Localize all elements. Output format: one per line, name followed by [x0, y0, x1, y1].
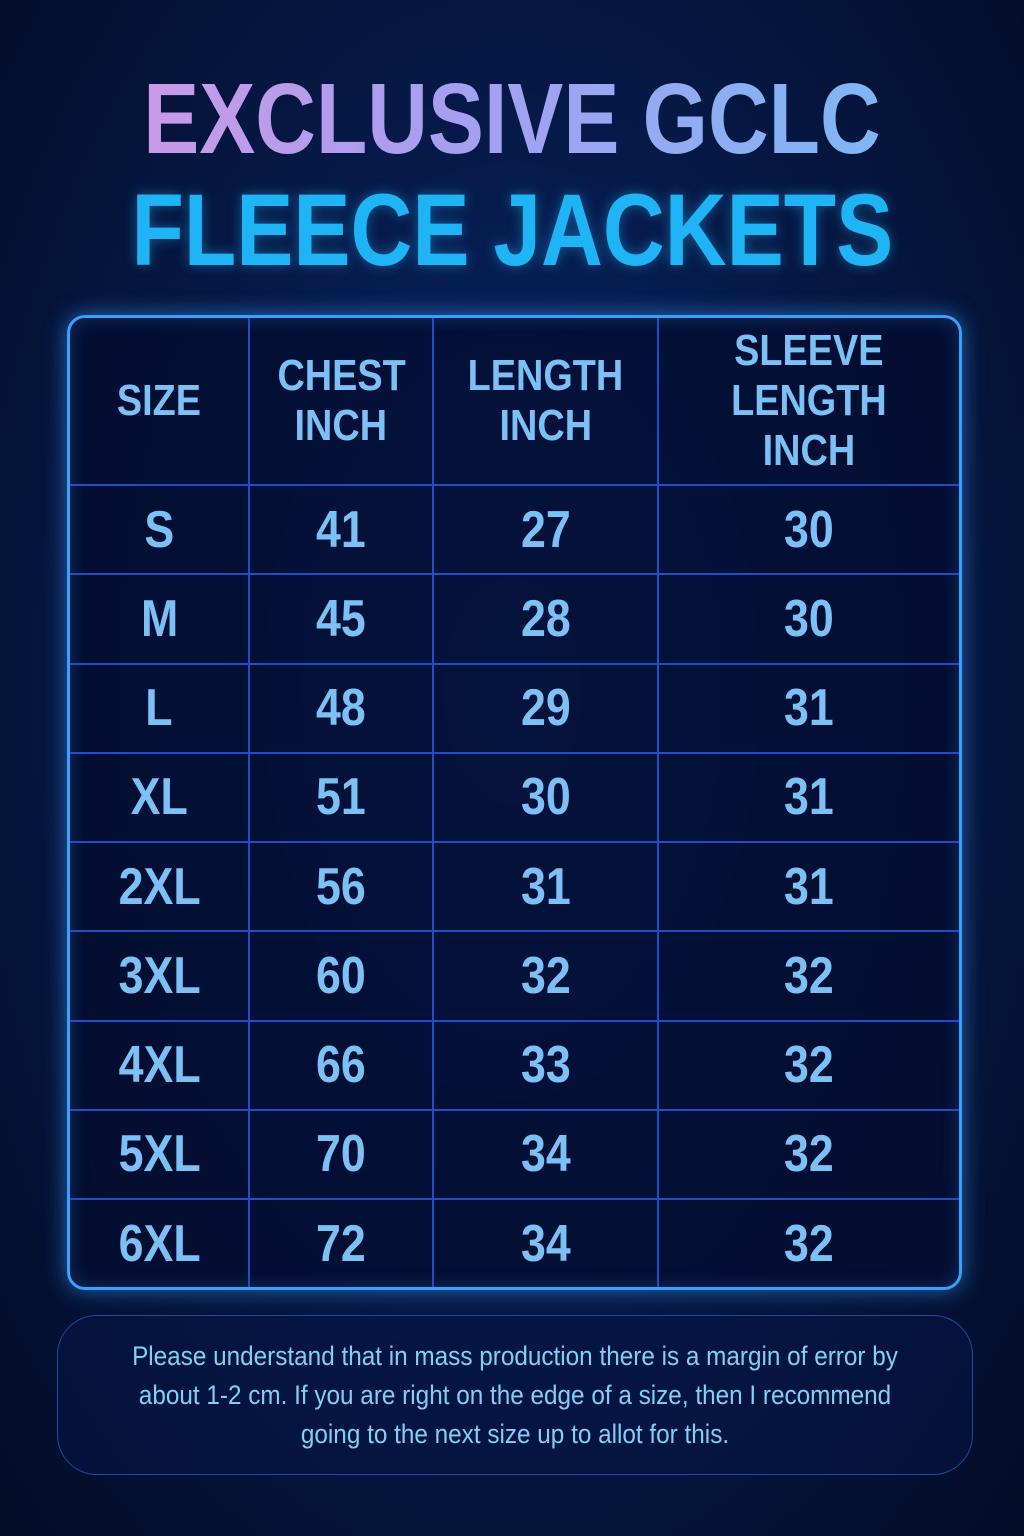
table-cell: 4XL	[70, 1019, 251, 1111]
column-header: CHEST INCH	[248, 318, 435, 486]
title-line-2: FLEECE JACKETS	[131, 173, 893, 287]
cell-value: 30	[520, 768, 571, 827]
table-row: L 48 29 31	[70, 662, 959, 754]
column-header: LENGTH INCH	[432, 318, 660, 486]
table-cell: 34	[432, 1198, 660, 1287]
table-cell: 66	[248, 1019, 435, 1111]
table-cell: 32	[657, 930, 959, 1022]
cell-value: 45	[316, 589, 367, 648]
table-cell: 33	[432, 1019, 660, 1111]
column-header: SIZE	[70, 318, 251, 486]
table-cell: 6XL	[70, 1198, 251, 1287]
table-row: 5XL 70 34 32	[70, 1108, 959, 1201]
table-cell: 27	[432, 483, 660, 576]
table-cell: 32	[432, 930, 660, 1022]
table-row: 6XL 72 34 32	[70, 1198, 959, 1287]
cell-value: 34	[520, 1125, 571, 1184]
table-cell: 34	[432, 1108, 660, 1201]
cell-value: 32	[784, 1214, 834, 1273]
table-cell: 31	[657, 751, 959, 844]
table-cell: 45	[248, 573, 435, 665]
cell-value: 34	[520, 1214, 571, 1273]
cell-value: 48	[316, 679, 367, 738]
cell-value: 32	[784, 1125, 834, 1184]
title-line-1: EXCLUSIVE GCLC	[143, 63, 881, 175]
cell-value: 31	[784, 857, 834, 916]
cell-value: 60	[316, 946, 367, 1005]
cell-value: 33	[520, 1036, 571, 1095]
cell-value: XL	[130, 768, 188, 827]
cell-value: 5XL	[118, 1125, 201, 1184]
cell-value: 30	[784, 589, 834, 648]
cell-value: 72	[316, 1214, 367, 1273]
table-cell: 30	[657, 483, 959, 576]
cell-value: 32	[784, 1036, 834, 1095]
table-cell: 30	[432, 751, 660, 844]
cell-value: 70	[316, 1125, 367, 1184]
table-cell: 32	[657, 1019, 959, 1111]
cell-value: 2XL	[118, 857, 201, 916]
cell-value: 30	[784, 500, 834, 559]
sizing-note: Please understand that in mass productio…	[57, 1315, 973, 1475]
table-cell: L	[70, 662, 251, 754]
table-cell: 32	[657, 1108, 959, 1201]
table-cell: 48	[248, 662, 435, 754]
cell-value: 29	[520, 679, 571, 738]
column-header: SLEEVE LENGTH INCH	[657, 318, 959, 486]
table-cell: 32	[657, 1198, 959, 1287]
table-cell: 31	[657, 841, 959, 933]
table-row: 4XL 66 33 32	[70, 1019, 959, 1111]
table-cell: 30	[657, 573, 959, 665]
table-cell: M	[70, 573, 251, 665]
table-cell: S	[70, 483, 251, 576]
table-cell: 56	[248, 841, 435, 933]
cell-value: 32	[784, 946, 834, 1005]
table-cell: 3XL	[70, 930, 251, 1022]
cell-value: S	[144, 500, 175, 559]
table-cell: 2XL	[70, 841, 251, 933]
table-row: XL 51 30 31	[70, 751, 959, 844]
cell-value: 3XL	[118, 946, 201, 1005]
cell-value: 31	[784, 679, 834, 738]
table-row: 3XL 60 32 32	[70, 930, 959, 1022]
header-text: LENGTH	[467, 351, 624, 400]
cell-value: 56	[316, 857, 367, 916]
table-cell: 31	[432, 841, 660, 933]
cell-value: L	[145, 679, 173, 738]
header-text: INCH	[294, 401, 388, 450]
table-cell: 60	[248, 930, 435, 1022]
cell-value: 51	[316, 768, 367, 827]
table-cell: 41	[248, 483, 435, 576]
table-row: S 41 27 30	[70, 483, 959, 576]
table-cell: 31	[657, 662, 959, 754]
cell-value: 31	[520, 857, 571, 916]
size-chart-table: SIZE CHEST INCH LENGTH INCH SLEEVE LENGTH INCH…	[67, 315, 962, 1290]
table-cell: 51	[248, 751, 435, 844]
table-row: M 45 28 30	[70, 573, 959, 665]
cell-value: 31	[784, 768, 834, 827]
cell-value: 6XL	[118, 1214, 201, 1273]
table-cell: 28	[432, 573, 660, 665]
table-cell: 5XL	[70, 1108, 251, 1201]
cell-value: 27	[520, 500, 571, 559]
header-text: SLEEVE	[734, 326, 884, 375]
table-cell: XL	[70, 751, 251, 844]
header-text: LENGTH INCH	[731, 376, 887, 475]
table-cell: 70	[248, 1108, 435, 1201]
cell-value: 66	[316, 1036, 367, 1095]
header-text: CHEST	[277, 351, 406, 400]
cell-value: 32	[520, 946, 571, 1005]
cell-value: M	[140, 589, 178, 648]
header-text: SIZE	[117, 376, 202, 425]
cell-value: 41	[316, 500, 367, 559]
header-text: INCH	[499, 401, 592, 450]
table-cell: 72	[248, 1198, 435, 1287]
cell-value: 28	[520, 589, 571, 648]
cell-value: 4XL	[118, 1036, 201, 1095]
table-cell: 29	[432, 662, 660, 754]
table-row: 2XL 56 31 31	[70, 841, 959, 933]
